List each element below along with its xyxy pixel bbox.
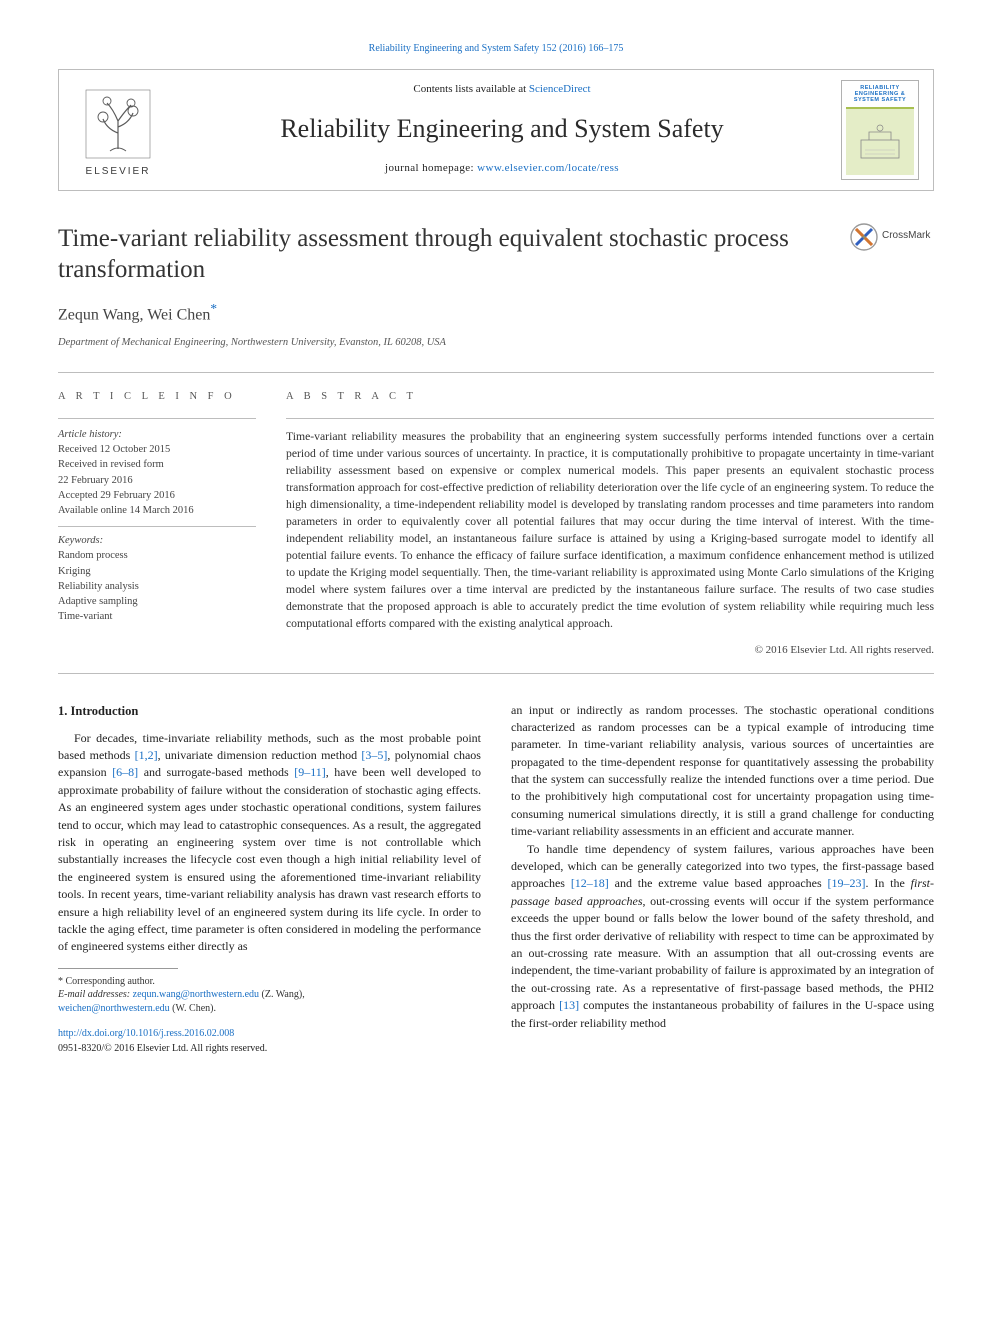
issn-copyright: 0951-8320/© 2016 Elsevier Ltd. All right… [58,1042,481,1057]
kw-rule [58,526,256,527]
ref-link[interactable]: [3–5] [361,748,387,762]
keyword: Adaptive sampling [58,594,256,609]
email-who-1: (Z. Wang), [259,989,305,1000]
history-accepted: Accepted 29 February 2016 [58,488,256,503]
intro-paragraph-2: To handle time dependency of system fail… [511,841,934,1032]
intro-paragraph-1: For decades, time-invariate reliability … [58,730,481,956]
issue-reference[interactable]: Reliability Engineering and System Safet… [58,42,934,57]
email-link-1[interactable]: zequn.wang@northwestern.edu [133,989,259,1000]
doi-block: http://dx.doi.org/10.1016/j.ress.2016.02… [58,1027,481,1056]
crossmark-label: CrossMark [882,229,930,244]
body-col-left: 1. Introduction For decades, time-invari… [58,702,481,1057]
ref-link[interactable]: [9–11] [294,765,326,779]
history-label: Article history: [58,427,256,442]
cover-title: RELIABILITY ENGINEERING & SYSTEM SAFETY [846,85,914,103]
abstract-copyright: © 2016 Elsevier Ltd. All rights reserved… [286,643,934,659]
abstract-head: A B S T R A C T [286,389,934,404]
journal-name: Reliability Engineering and System Safet… [173,110,831,148]
header-center: Contents lists available at ScienceDirec… [163,82,841,178]
email-label: E-mail addresses: [58,989,133,1000]
doi-link[interactable]: http://dx.doi.org/10.1016/j.ress.2016.02… [58,1027,481,1042]
keyword: Random process [58,548,256,563]
homepage-link[interactable]: www.elsevier.com/locate/ress [477,162,619,174]
sciencedirect-link[interactable]: ScienceDirect [529,83,591,95]
keywords-label: Keywords: [58,533,256,548]
publisher-logo[interactable]: ELSEVIER [73,80,163,180]
keywords-list: Random process Kriging Reliability analy… [58,548,256,624]
crossmark-icon [850,223,878,251]
ref-link[interactable]: [1,2] [135,748,158,762]
corr-author-note: * Corresponding author. [58,975,481,989]
intro-continuation: an input or indirectly as random process… [511,702,934,841]
contents-prefix: Contents lists available at [413,83,528,95]
info-rule [58,418,256,419]
keyword: Time-variant [58,609,256,624]
authors: Zequn Wang, Wei Chen* [58,299,934,327]
affiliation: Department of Mechanical Engineering, No… [58,335,934,350]
author-2: Wei Chen [147,306,210,323]
email-line: E-mail addresses: zequn.wang@northwester… [58,988,481,1002]
contents-line: Contents lists available at ScienceDirec… [173,82,831,98]
corresponding-marker[interactable]: * [210,301,217,316]
history-received: Received 12 October 2015 [58,442,256,457]
cover-artwork [846,107,914,175]
author-1: Zequn Wang [58,306,140,323]
divider-bottom [58,673,934,674]
homepage-line: journal homepage: www.elsevier.com/locat… [173,161,831,177]
publisher-name: ELSEVIER [86,165,151,180]
article-info-head: A R T I C L E I N F O [58,389,256,404]
ref-link[interactable]: [13] [559,998,579,1012]
history-revised-line2: 22 February 2016 [58,473,256,488]
section-heading-1: 1. Introduction [58,702,481,720]
article-title: Time-variant reliability assessment thro… [58,223,832,286]
footnotes: * Corresponding author. E-mail addresses… [58,975,481,1016]
email-who-2: (W. Chen). [170,1003,216,1014]
elsevier-tree-icon [83,87,153,161]
article-info: A R T I C L E I N F O Article history: R… [58,389,256,659]
email-link-2[interactable]: weichen@northwestern.edu [58,1003,170,1014]
ref-link[interactable]: [6–8] [112,765,138,779]
keyword: Reliability analysis [58,579,256,594]
article-history: Article history: Received 12 October 201… [58,427,256,518]
abs-rule [286,418,934,419]
homepage-prefix: journal homepage: [385,162,477,174]
body-columns: 1. Introduction For decades, time-invari… [58,702,934,1057]
body-col-right: an input or indirectly as random process… [511,702,934,1057]
ref-link[interactable]: [19–23] [828,876,866,890]
journal-header: ELSEVIER Contents lists available at Sci… [58,69,934,191]
history-revised-line1: Received in revised form [58,457,256,472]
keyword: Kriging [58,564,256,579]
abstract-text: Time-variant reliability measures the pr… [286,429,934,633]
crossmark-badge[interactable]: CrossMark [850,223,934,251]
footnote-rule [58,968,178,969]
abstract: A B S T R A C T Time-variant reliability… [286,389,934,659]
ref-link[interactable]: [12–18] [571,876,609,890]
divider-top [58,372,934,373]
history-online: Available online 14 March 2016 [58,503,256,518]
journal-cover-thumb[interactable]: RELIABILITY ENGINEERING & SYSTEM SAFETY [841,80,919,180]
email-line-2: weichen@northwestern.edu (W. Chen). [58,1002,481,1016]
